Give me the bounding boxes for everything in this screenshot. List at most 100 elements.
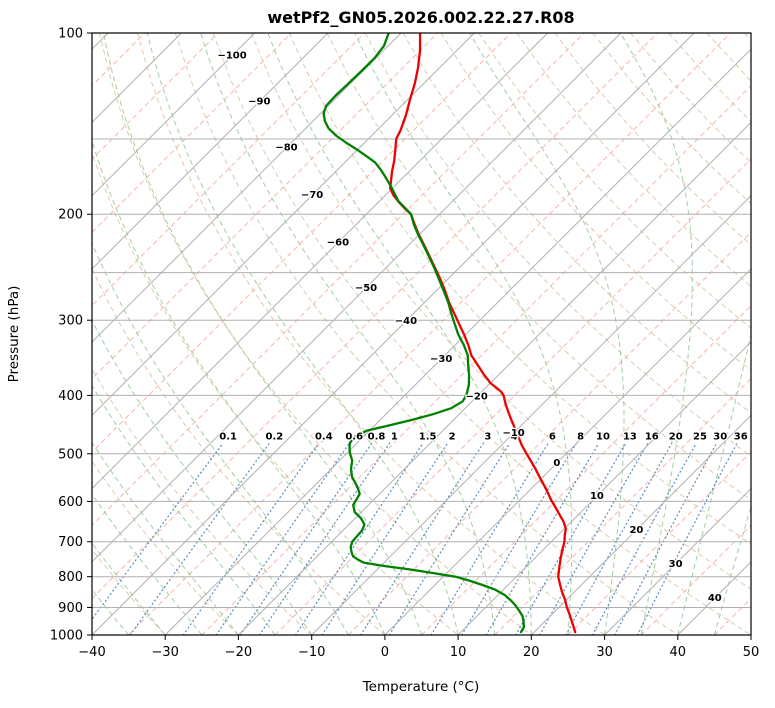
chart-layers: 0.1 0.2 0.4 0.6 0.8 1 1.5 2 3 4 6 8 10 13 16 20 25 30 36 −1…	[92, 33, 751, 635]
x-tick-label: 20	[523, 645, 540, 660]
mixing-ratio-line	[636, 442, 738, 635]
moist-adiabat	[750, 633, 751, 635]
x-tick-label: −20	[225, 645, 252, 660]
y-tick-label: 600	[58, 495, 83, 510]
mixing-ratio-line	[565, 442, 673, 635]
mixing-ratio-label: 1	[391, 432, 398, 443]
dry-adiabat	[92, 460, 239, 635]
x-tick-label: −40	[78, 645, 105, 660]
mixing-ratio-line	[461, 442, 578, 635]
moist-adiabat	[469, 33, 625, 635]
isotherm-major	[164, 48, 751, 635]
mixing-ratio-label: 1.5	[419, 432, 437, 443]
mixing-ratio-label: 0.1	[219, 432, 237, 443]
mixing-ratio-label: 25	[693, 432, 707, 443]
mixing-ratio-label: 6	[549, 432, 556, 443]
isotherm-label: −90	[248, 97, 270, 108]
mixing-ratio-line	[592, 442, 697, 635]
moist-adiabat	[677, 331, 751, 635]
x-axis-label: Temperature (°C)	[362, 679, 480, 695]
isotherm-major	[677, 561, 751, 635]
y-tick-label: 1000	[50, 629, 83, 644]
axes: −40 −30 −20 −10 0 10 20 30 40 5010020030040050060…	[50, 27, 759, 661]
isotherm-label: 20	[629, 525, 643, 536]
moist-adiabat	[92, 588, 129, 635]
moist-adiabat	[103, 33, 422, 635]
isotherm-label: −10	[502, 428, 524, 439]
x-tick-label: 50	[743, 645, 760, 660]
dry-adiabat	[92, 548, 166, 635]
isotherm-major	[92, 33, 548, 490]
isotherm-label: 40	[708, 593, 722, 604]
x-tick-label: 40	[670, 645, 687, 660]
isotherm-minor	[92, 33, 658, 600]
mixing-ratio-label: 0.2	[266, 432, 284, 443]
dry-adiabat	[326, 33, 751, 501]
isotherm-label: −60	[327, 238, 349, 249]
dry-adiabat	[744, 33, 751, 41]
moist-adiabat	[92, 493, 203, 635]
y-tick-label: 400	[58, 389, 83, 404]
y-axis-label: Pressure (hPa)	[6, 286, 22, 383]
isotherm-label: −70	[301, 190, 323, 201]
temperature-profile	[389, 33, 577, 634]
mixing-ratio-label: 0.4	[315, 432, 333, 443]
x-tick-label: 0	[381, 645, 389, 660]
isotherm-minor	[128, 33, 731, 635]
isotherm-minor	[92, 33, 292, 234]
isotherm-minor	[494, 377, 751, 635]
isotherm-major	[604, 487, 751, 635]
mixing-ratio-label: 20	[669, 432, 683, 443]
moist-adiabat	[620, 33, 693, 635]
mixing-ratio-line	[360, 442, 485, 635]
isotherm-minor	[92, 33, 365, 307]
isotherm-major	[238, 121, 751, 635]
y-tick-label: 700	[58, 535, 83, 550]
dry-adiabat	[136, 33, 605, 635]
mixing-ratio-line	[258, 442, 391, 635]
mixing-ratio-label: 2	[449, 432, 456, 443]
isotherm-label: 0	[553, 458, 560, 469]
moist-adiabat	[713, 505, 751, 635]
isotherm-label: −30	[430, 354, 452, 365]
mixing-ratio-label: 10	[596, 432, 610, 443]
isotherm-major	[92, 33, 622, 563]
dry-adiabat	[92, 367, 313, 635]
isotherm-minor	[92, 33, 585, 526]
dry-adiabat	[212, 33, 751, 635]
isotherm-major	[384, 268, 751, 635]
isotherm-label: −40	[395, 316, 417, 327]
isotherm-major	[92, 33, 256, 197]
dry-adiabat	[478, 33, 751, 329]
isotherm-label: −20	[466, 392, 488, 403]
isotherm-minor	[421, 304, 751, 635]
isotherm-minor	[92, 33, 219, 160]
mixing-ratio-label: 3	[484, 432, 491, 443]
isotherm-major	[92, 33, 475, 417]
dry-adiabat	[554, 33, 751, 246]
y-tick-label: 300	[58, 314, 83, 329]
mixing-ratio-label: 30	[713, 432, 727, 443]
mixing-ratio-label: 8	[577, 432, 584, 443]
isotherm-minor	[347, 231, 751, 635]
mixing-ratio-line	[92, 442, 224, 621]
isotherm-major	[92, 33, 695, 635]
mixing-ratio-line	[129, 442, 271, 635]
isotherm-label: −80	[275, 143, 297, 154]
isotherm-label: 30	[669, 559, 683, 570]
isotherm-label: −50	[355, 283, 377, 294]
y-tick-label: 900	[58, 601, 83, 616]
chart-title: wetPf2_GN05.2026.002.22.27.R08	[267, 8, 574, 27]
moist-adiabat	[92, 441, 239, 635]
dry-adiabat	[516, 33, 751, 287]
dry-adiabat	[92, 151, 459, 635]
mixing-ratio-label: 16	[645, 432, 659, 443]
mixing-ratio-label: 0.6	[345, 432, 363, 443]
isotherm-major	[750, 634, 751, 635]
moist-adiabat	[92, 542, 166, 635]
mixing-ratio-label: 13	[623, 432, 637, 443]
mixing-ratio-line	[388, 442, 511, 635]
isotherm-label: 10	[590, 491, 604, 502]
y-tick-label: 500	[58, 447, 83, 462]
